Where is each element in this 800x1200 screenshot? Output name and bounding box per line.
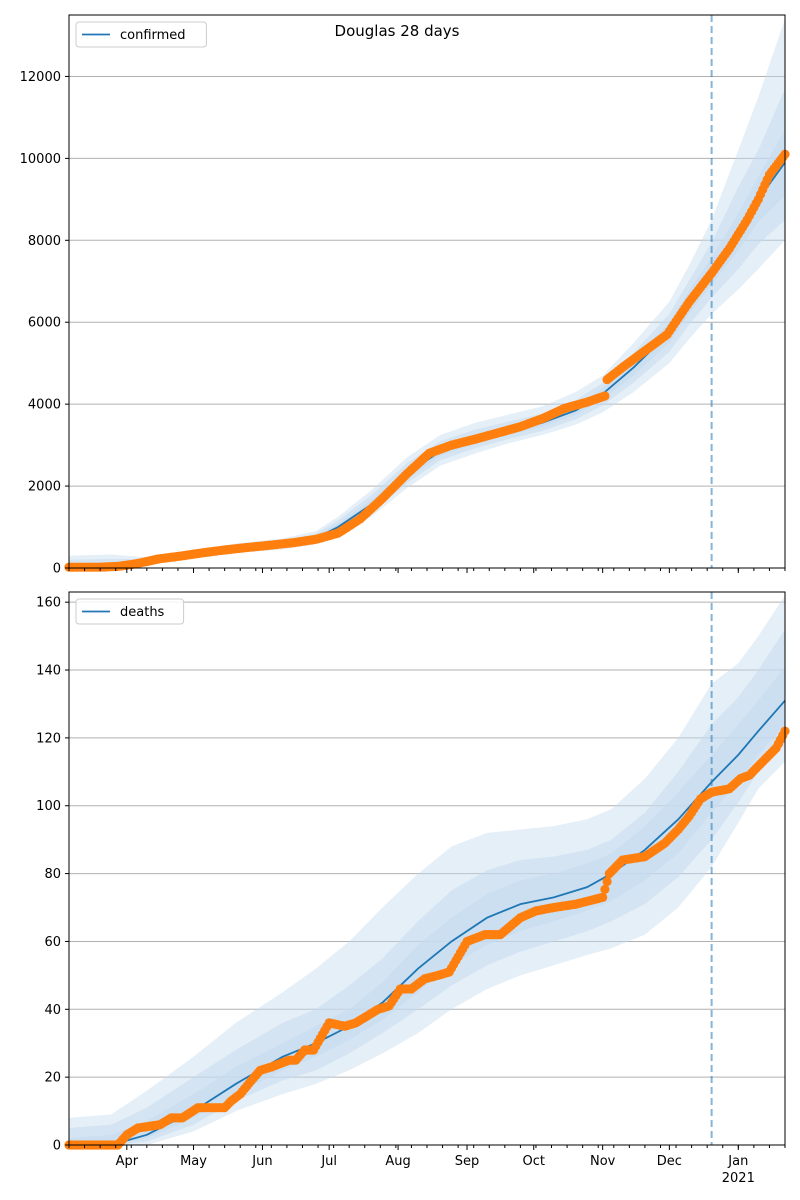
observed-points [64,726,790,1150]
x-tick-label: May [180,1154,207,1169]
y-tick-label: 80 [44,867,61,882]
legend-box [75,21,207,48]
observed-point [598,892,608,902]
x-tick-label: Nov [590,1154,616,1169]
x-tick-label: Jan [727,1154,748,1169]
x-tick-label: Jun [251,1154,272,1169]
y-tick-label: 0 [53,1139,61,1154]
chart-title: Douglas 28 days [335,22,460,40]
y-tick-label: 12000 [20,70,61,85]
x-tick-label: Jul [320,1154,337,1169]
observed-point [600,884,610,895]
y-tick-label: 100 [36,799,61,814]
legend-label: confirmed [120,28,186,43]
uncertainty-band [69,595,785,1145]
x-tick-year-label: 2021 [722,1171,755,1186]
deaths-panel: 0 20 40 60 80 100 120 140 160 Apr May Jun Jul Aug Sep O… [36,591,790,1186]
y-tick-label: 20 [44,1071,61,1086]
x-tick-label: Oct [522,1154,544,1169]
legend: confirmed [75,21,207,48]
legend-box [75,598,185,625]
model-line [68,161,786,569]
x-tick-label: Aug [385,1154,410,1169]
observed-point [600,391,610,401]
y-tick-label: 140 [36,664,61,679]
y-tick-label: 2000 [28,480,61,495]
confirmed-panel: 0 2000 4000 6000 8000 10000 12000 confirmed [20,14,790,577]
y-tick-label: 0 [53,562,61,577]
x-tick-label: Sep [455,1154,480,1169]
y-tick-label: 6000 [28,316,61,331]
x-tick-label: Dec [657,1154,682,1169]
y-tick-label: 160 [36,596,61,611]
y-tick-label: 40 [44,1003,61,1018]
legend: deaths [75,598,185,625]
legend-label: deaths [120,605,165,620]
observed-points [64,149,790,572]
x-tick-label: Apr [116,1154,139,1169]
observed-point [602,876,612,887]
y-tick-label: 4000 [28,398,61,413]
y-tick-label: 10000 [20,152,61,167]
y-tick-label: 60 [44,935,61,950]
y-tick-label: 120 [36,731,61,746]
y-tick-label: 8000 [28,234,61,249]
uncertainty-band [69,629,785,1145]
